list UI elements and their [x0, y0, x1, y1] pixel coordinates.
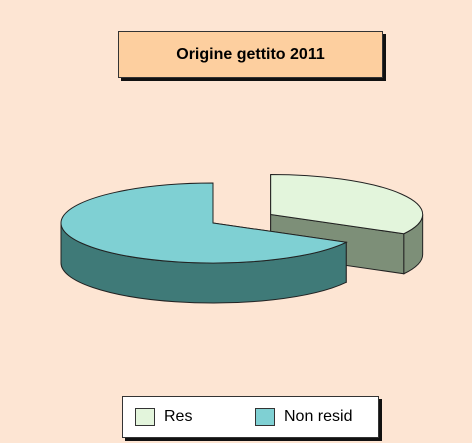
legend-swatch-non-resid	[255, 408, 275, 426]
legend-label-non-resid: Non resid	[284, 408, 353, 425]
legend-label-res: Res	[164, 408, 193, 425]
legend-item-non-resid: Non resid	[255, 407, 352, 427]
legend: Res Non resid	[122, 396, 379, 438]
pie-chart	[60, 173, 424, 304]
chart-area: Origine gettito 2011 Res Non resid	[7, 7, 465, 438]
legend-swatch-res	[135, 408, 155, 426]
legend-item-res: Res	[135, 407, 192, 427]
pie-slice-res	[270, 173, 424, 235]
chart-title: Origine gettito 2011	[176, 45, 325, 63]
pie-slice-non-resid	[60, 182, 348, 264]
chart-title-box: Origine gettito 2011	[118, 31, 383, 78]
